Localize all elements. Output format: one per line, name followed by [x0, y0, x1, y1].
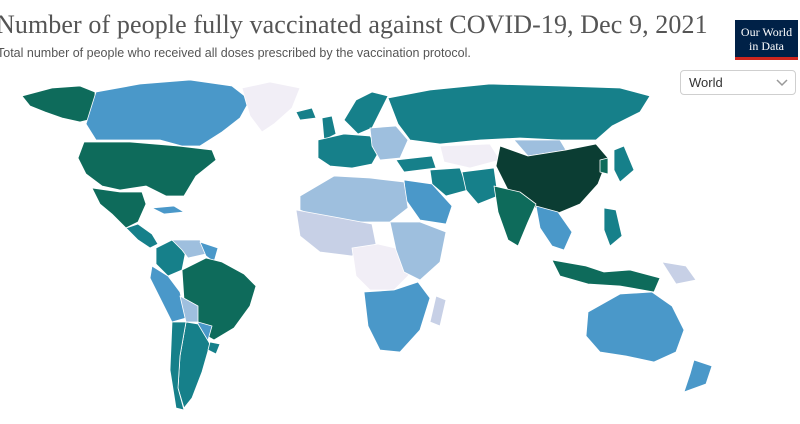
- map-country-southeast-asia[interactable]: [535, 205, 573, 251]
- map-country-usa[interactable]: [77, 141, 217, 197]
- region-select-value: World: [689, 75, 723, 90]
- chevron-down-icon: [776, 79, 788, 87]
- map-country-cuba[interactable]: [151, 205, 185, 215]
- map-country-uruguay[interactable]: [207, 341, 221, 355]
- region-select[interactable]: World: [680, 70, 796, 95]
- map-country-iceland[interactable]: [295, 107, 317, 121]
- owid-logo[interactable]: Our World in Data: [735, 20, 798, 60]
- map-country-pakistan[interactable]: [461, 167, 499, 205]
- map-country-turkey[interactable]: [395, 155, 437, 173]
- map-country-mexico[interactable]: [91, 187, 147, 229]
- map-country-madagascar[interactable]: [429, 295, 447, 327]
- map-country-canada[interactable]: [85, 80, 251, 147]
- page-subtitle: Total number of people who received all …: [0, 46, 471, 60]
- map-country-central-africa[interactable]: [351, 243, 413, 291]
- map-country-uk[interactable]: [321, 115, 337, 141]
- map-country-new-zealand[interactable]: [683, 359, 713, 393]
- map-country-iran[interactable]: [429, 167, 469, 197]
- map-country-australia[interactable]: [585, 291, 685, 363]
- map-country-greenland[interactable]: [241, 81, 301, 133]
- map-country-western-europe[interactable]: [317, 133, 381, 169]
- map-country-japan[interactable]: [613, 145, 635, 183]
- map-country-scandinavia[interactable]: [343, 91, 389, 135]
- world-map[interactable]: [0, 80, 800, 424]
- map-country-east-africa[interactable]: [389, 221, 447, 281]
- map-country-png[interactable]: [661, 261, 697, 285]
- map-country-peru[interactable]: [149, 265, 187, 323]
- map-country-russia[interactable]: [387, 83, 651, 145]
- map-country-alaska[interactable]: [21, 85, 97, 123]
- map-country-india[interactable]: [493, 185, 537, 247]
- map-country-central-america[interactable]: [125, 223, 159, 249]
- map-country-venezuela[interactable]: [171, 239, 207, 259]
- logo-line-1: Our World: [740, 24, 793, 39]
- map-country-korea[interactable]: [599, 157, 609, 175]
- map-country-eastern-europe[interactable]: [369, 125, 409, 161]
- map-country-southern-africa[interactable]: [363, 281, 431, 353]
- logo-line-2: in Data: [749, 38, 784, 53]
- map-country-kazakhstan[interactable]: [439, 143, 501, 169]
- map-country-chile[interactable]: [169, 321, 187, 411]
- page-title: Number of people fully vaccinated agains…: [0, 10, 708, 39]
- map-country-philippines[interactable]: [603, 207, 623, 247]
- map-country-indonesia[interactable]: [551, 259, 661, 293]
